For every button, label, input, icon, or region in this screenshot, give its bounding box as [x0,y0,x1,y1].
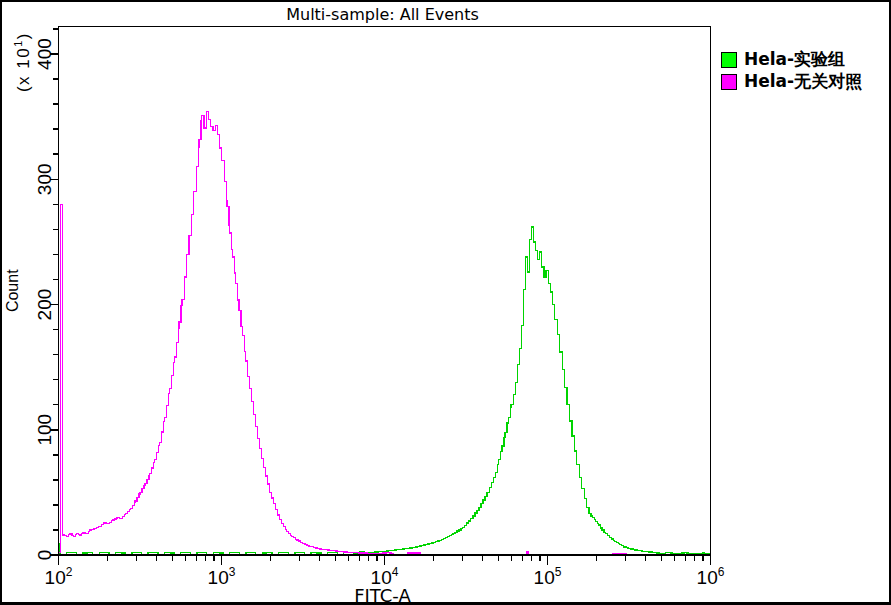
series-curve-0 [59,227,711,555]
y-axis-title: Count [4,269,21,312]
y-axis-multiplier: (x 101) [12,32,33,92]
legend-label-experimental: Hela-实验组 [744,48,845,71]
y-tick-label: 200 [34,289,55,321]
legend: Hela-实验组 Hela-无关对照 [721,51,862,95]
series-curve-1 [59,112,711,555]
y-tick-label: 300 [34,163,55,195]
x-axis-title: FITC-A [56,585,709,605]
y-tick-label: 0 [34,550,55,561]
legend-item-experimental: Hela-实验组 [721,51,862,68]
y-tick-label: 400 [34,38,55,70]
figure: Multi-sample: All Events 102103104105106… [0,0,891,605]
legend-label-control: Hela-无关对照 [744,70,862,93]
legend-swatch-control [721,74,737,90]
plot-border [59,27,711,556]
y-tick-label: 100 [34,414,55,446]
legend-swatch-experimental [721,52,737,68]
legend-item-control: Hela-无关对照 [721,73,862,90]
